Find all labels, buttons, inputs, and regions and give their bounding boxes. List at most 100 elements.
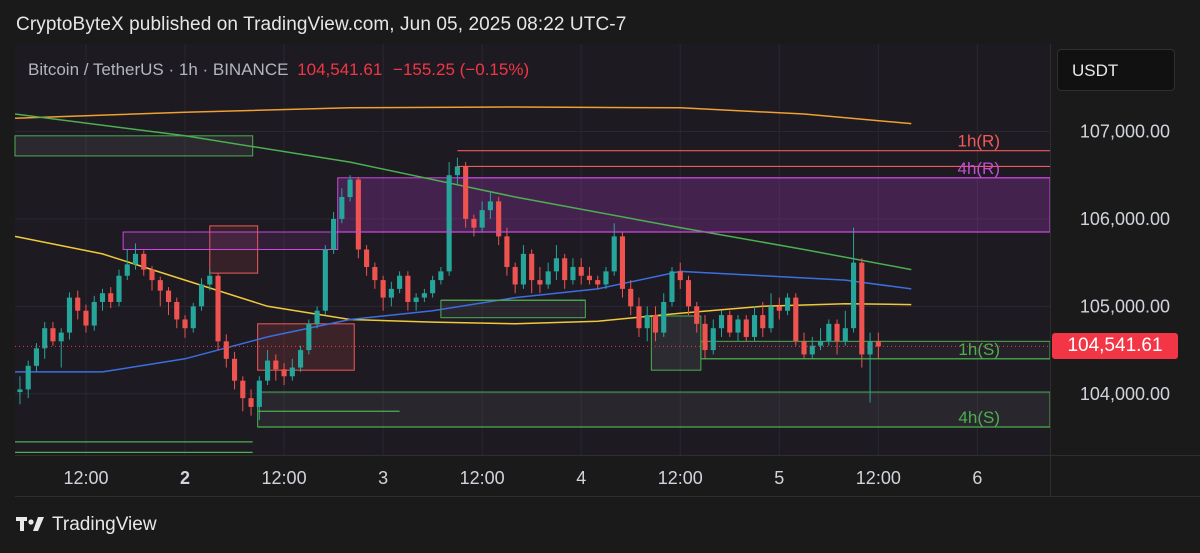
candle-body	[570, 266, 576, 281]
candle-body	[611, 236, 617, 272]
candle-body	[248, 398, 254, 407]
candle-body	[776, 306, 782, 311]
candle-body	[157, 280, 163, 291]
candle-body	[174, 301, 180, 320]
candle-body	[694, 306, 700, 324]
candle-body	[281, 369, 287, 377]
candle-body	[289, 367, 295, 377]
candle-body	[83, 310, 89, 326]
candle-body	[446, 175, 452, 272]
publisher-line: CryptoByteX published on TradingView.com…	[16, 14, 627, 35]
candle-body	[834, 323, 840, 342]
candle-body	[537, 280, 543, 285]
candle-body	[132, 253, 139, 265]
candle-body	[141, 253, 147, 270]
candles	[17, 157, 881, 421]
candle-body	[463, 166, 469, 219]
candle-body	[851, 262, 857, 329]
symbol-info: Bitcoin / TetherUS · 1h · BINANCE 104,54…	[28, 60, 529, 80]
zone	[440, 299, 586, 319]
candle-body	[636, 306, 642, 329]
candle-body	[784, 297, 791, 311]
level-label: 4h(R)	[957, 159, 1000, 178]
x-axis[interactable]: 12:00 2 12:00 3 12:00 4 12:00 5 12:00 6	[63, 468, 982, 488]
y-tick-label: 104,000.00	[1080, 384, 1170, 404]
x-tick-label: 12:00	[63, 468, 108, 488]
level-label: 1h(S)	[958, 340, 1000, 359]
zone	[650, 315, 702, 371]
x-tick-label: 5	[774, 468, 784, 488]
moving-average-line	[14, 113, 912, 271]
x-tick-label: 12:00	[262, 468, 307, 488]
zone	[14, 135, 254, 157]
candle-body	[50, 328, 56, 342]
candle-body	[793, 297, 799, 342]
zone	[257, 323, 355, 371]
candle-body	[397, 275, 403, 289]
candle-body	[454, 166, 460, 176]
candle-body	[124, 264, 130, 276]
candle-body	[512, 266, 518, 285]
candle-body	[760, 315, 766, 329]
moving-average-line	[14, 106, 912, 125]
candle-body	[867, 341, 873, 355]
candle-body	[33, 348, 40, 366]
candle-body	[223, 341, 229, 359]
candle-body	[702, 323, 708, 351]
candle-body	[859, 262, 865, 355]
currency-selector[interactable]: USDT	[1057, 49, 1175, 91]
symbol-name: Bitcoin / TetherUS · 1h · BINANCE	[28, 60, 289, 79]
candle-body	[727, 315, 733, 333]
candle-body	[842, 328, 848, 342]
candle-body	[364, 249, 370, 267]
candle-body	[231, 358, 238, 381]
candle-body	[487, 201, 493, 211]
candle-body	[817, 341, 824, 346]
zone	[122, 231, 339, 250]
candle-body	[42, 328, 48, 349]
x-tick-label: 6	[972, 468, 982, 488]
candle-body	[372, 266, 378, 281]
candle-body	[801, 341, 807, 355]
candle-body	[298, 350, 304, 368]
candle-body	[314, 310, 320, 324]
candle-body	[380, 280, 386, 298]
candle-body	[520, 253, 526, 285]
x-tick-label: 2	[180, 468, 190, 488]
candle-body	[240, 380, 246, 399]
candle-body	[273, 360, 279, 370]
candle-body	[421, 293, 427, 298]
candle-body	[735, 319, 741, 333]
x-tick-label: 12:00	[856, 468, 901, 488]
candle-body	[718, 315, 725, 329]
candle-body	[529, 253, 535, 281]
symbol-change: −155.25 (−0.15%)	[393, 60, 530, 79]
x-tick-label: 4	[576, 468, 586, 488]
moving-average-line	[15, 270, 912, 373]
candle-body	[710, 328, 716, 351]
tradingview-logo[interactable]: TradingView	[16, 512, 157, 538]
candle-body	[504, 236, 510, 267]
candle-body	[256, 380, 262, 407]
candle-body	[322, 249, 328, 311]
candle-body	[768, 306, 774, 329]
y-tick-label: 107,000.00	[1080, 121, 1170, 141]
candle-body	[215, 275, 221, 342]
candle-body	[677, 271, 683, 281]
candle-body	[190, 306, 196, 329]
moving-averages	[14, 106, 912, 373]
candle-body	[553, 258, 559, 272]
candle-body	[99, 293, 106, 302]
candle-body	[471, 218, 477, 228]
candle-body	[479, 210, 485, 228]
y-axis[interactable]: 107,000.00 106,000.00 105,000.00 104,000.00	[1080, 121, 1170, 403]
candle-body	[743, 319, 749, 337]
level-label: 4h(S)	[958, 408, 1000, 427]
candle-body	[149, 269, 155, 281]
candle-body	[545, 271, 551, 285]
candle-body	[578, 266, 584, 276]
candle-body	[58, 332, 64, 342]
candle-body	[751, 315, 758, 337]
level-label: 1h(R)	[957, 132, 1000, 151]
